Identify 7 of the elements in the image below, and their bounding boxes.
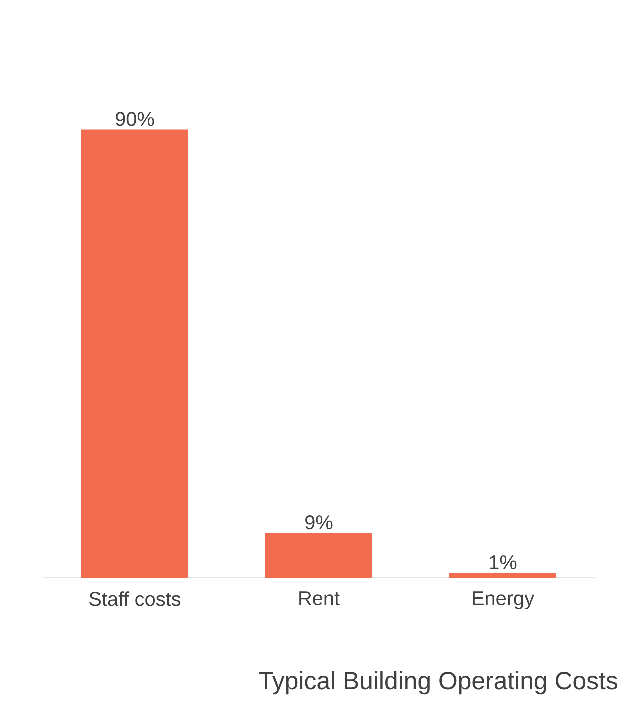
x-tick-label: Rent: [300, 592, 340, 606]
data-label: 1%: [490, 556, 517, 570]
x-tick-label: Staff costs: [90, 592, 181, 606]
x-tick-label: Energy: [473, 592, 535, 610]
data-label: 9%: [306, 516, 333, 530]
text: Typical Building Operating Costs: [259, 671, 618, 695]
data-label: 90%: [116, 112, 154, 126]
